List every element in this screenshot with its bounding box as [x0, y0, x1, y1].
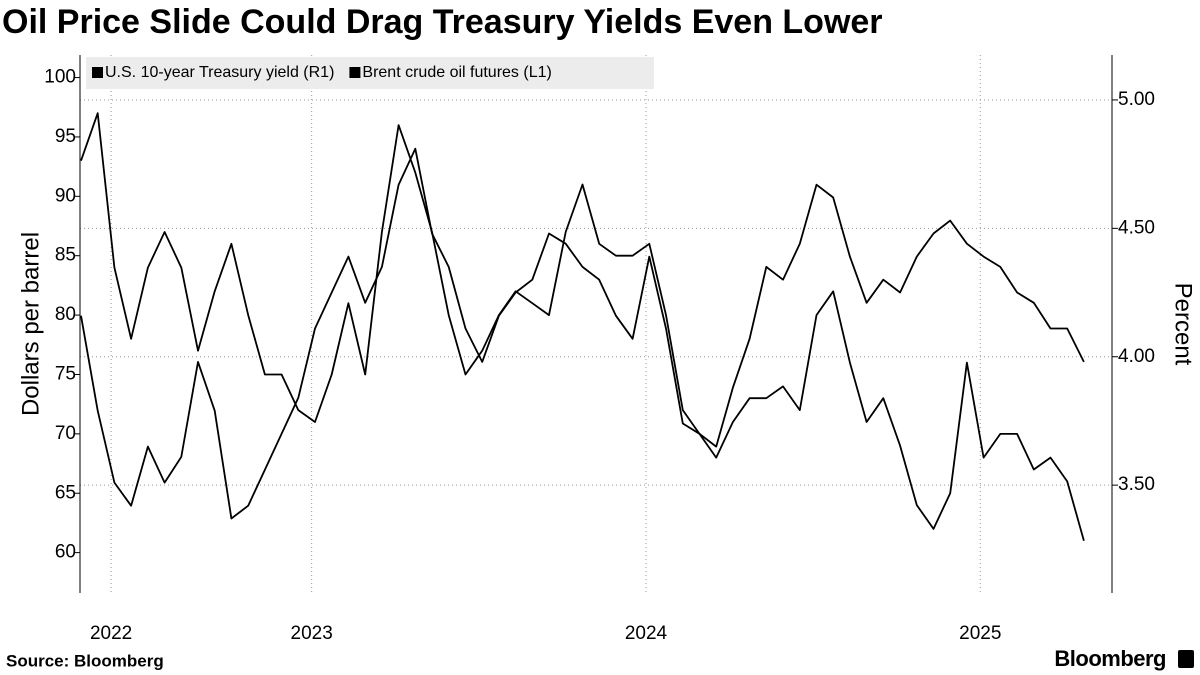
y-tick-label: 90 [55, 185, 76, 206]
x-tick-label: 2022 [90, 623, 132, 644]
y-tick-label: 95 [55, 126, 76, 147]
x-tick-label: 2023 [291, 623, 333, 644]
legend: U.S. 10-year Treasury yield (R1) Brent cr… [86, 57, 654, 89]
y-tick-label: 80 [55, 304, 76, 325]
logo: Bloomberg [1054, 646, 1166, 671]
y-tick-label: 60 [55, 542, 76, 563]
series-line [80, 112, 1085, 541]
y-axis-label: Dollars per barrel [17, 232, 44, 416]
y2-tick-label: 3.50 [1118, 474, 1155, 495]
y-tick-label: 75 [55, 363, 76, 384]
x-tick-label: 2024 [625, 623, 668, 644]
series-line [80, 147, 1085, 520]
y2-tick-label: 5.00 [1118, 89, 1155, 110]
y2-axis-label: Percent [1170, 283, 1197, 366]
logo-icon [1178, 650, 1194, 668]
source: Source: Bloomberg [6, 651, 164, 670]
y2-tick-label: 4.50 [1118, 217, 1155, 238]
y-tick-label: 100 [44, 67, 76, 88]
legend-label: Brent crude oil futures (L1) [362, 64, 551, 81]
y-tick-label: 65 [55, 482, 76, 503]
legend-box [86, 57, 654, 89]
legend-swatch [349, 67, 361, 78]
x-tick-label: 2025 [959, 623, 1001, 644]
y2-tick-label: 4.00 [1118, 346, 1155, 367]
y-tick-label: 70 [55, 423, 76, 444]
y-tick-label: 85 [55, 245, 76, 266]
chart-title: Oil Price Slide Could Drag Treasury Yiel… [2, 3, 883, 41]
legend-label: U.S. 10-year Treasury yield (R1) [105, 64, 334, 81]
legend-swatch [92, 67, 103, 78]
